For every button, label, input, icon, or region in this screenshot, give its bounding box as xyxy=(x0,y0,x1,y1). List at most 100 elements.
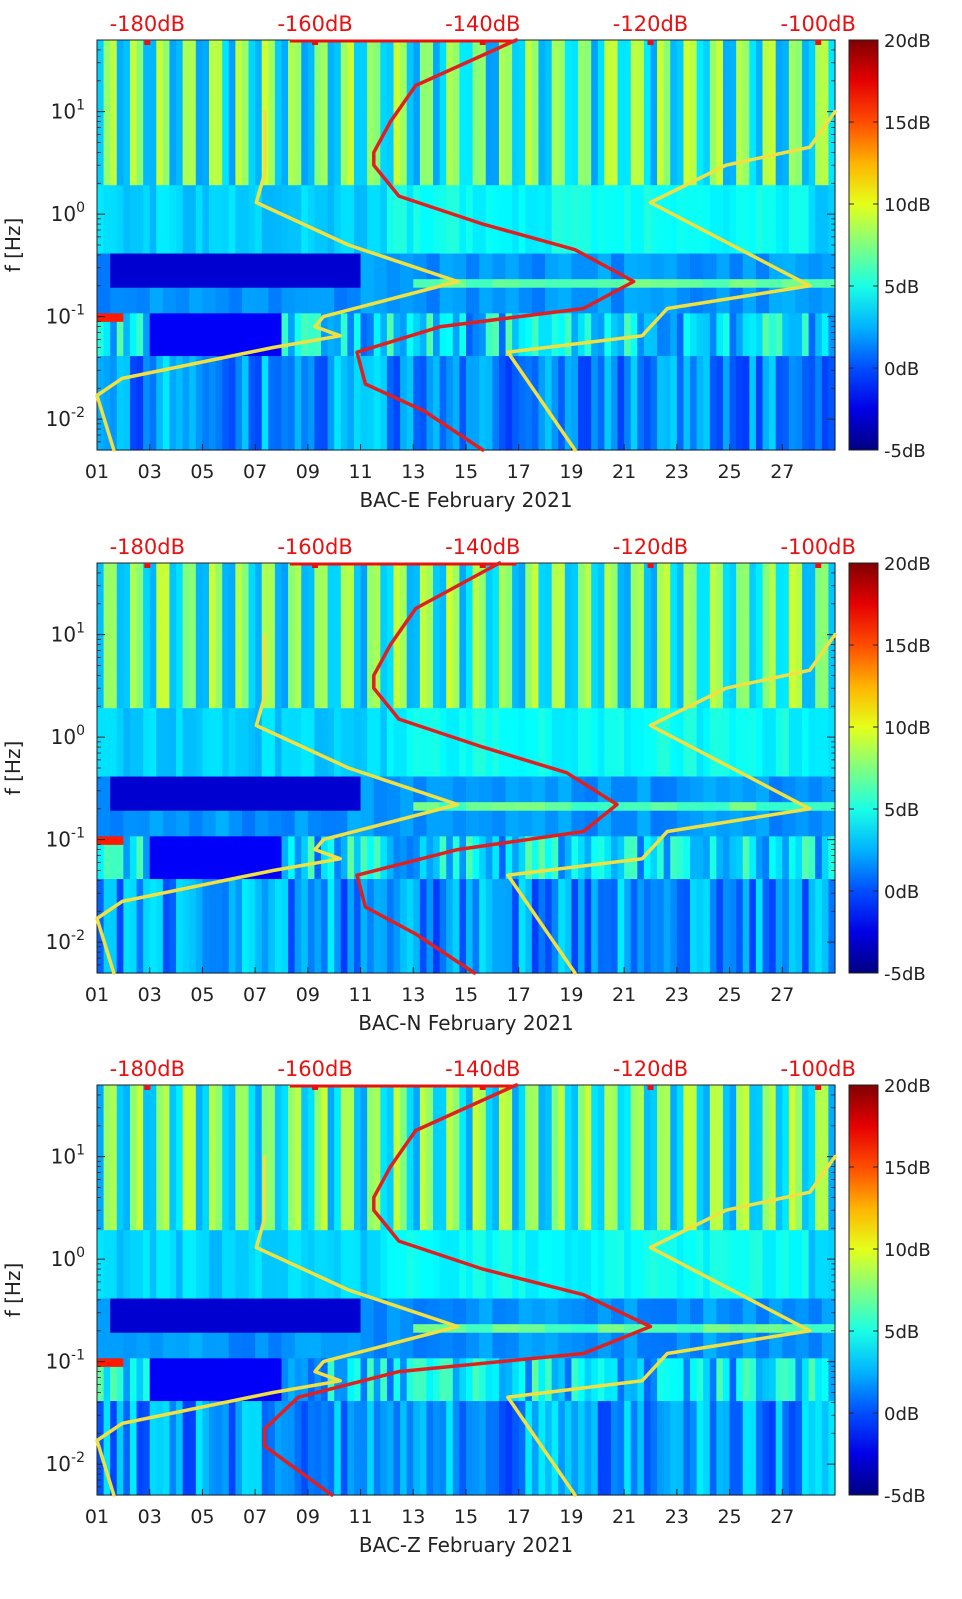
spectrogram-cell xyxy=(419,142,428,152)
spectrogram-cell xyxy=(505,356,513,366)
spectrogram-cell xyxy=(426,432,434,443)
spectrogram-cell xyxy=(690,338,698,349)
spectrogram-cell xyxy=(564,57,573,67)
spectrogram-cell xyxy=(703,236,711,246)
spectrogram-cell xyxy=(498,398,507,408)
spectrogram-cell xyxy=(353,441,362,451)
spectrogram-cell xyxy=(334,296,342,306)
spectrogram-cell xyxy=(749,133,757,144)
spectrogram-cell xyxy=(433,57,441,67)
spectrogram-cell xyxy=(703,364,711,374)
spectrogram-cell xyxy=(709,253,717,263)
spectrogram-cell xyxy=(657,57,665,67)
spectrogram-cell xyxy=(103,142,111,152)
spectrogram-cell xyxy=(307,381,316,391)
spectrogram-cell xyxy=(703,270,711,280)
spectrogram-cell xyxy=(393,202,401,212)
spectrogram-cell xyxy=(676,219,685,229)
spectrogram-cell xyxy=(393,125,401,135)
spectrogram-cell xyxy=(439,99,447,109)
spectrogram-cell xyxy=(736,40,744,50)
spectrogram-cell xyxy=(466,116,474,127)
spectrogram-cell xyxy=(617,313,625,323)
spectrogram-cell xyxy=(97,245,105,255)
spectrogram-cell xyxy=(156,219,164,229)
spectrogram-cell xyxy=(630,313,638,323)
spectrogram-cell xyxy=(222,373,230,383)
spectrogram-cell xyxy=(709,142,717,152)
spectrogram-cell xyxy=(143,381,151,391)
spectrogram-cell xyxy=(169,321,177,332)
spectrogram-cell xyxy=(261,356,269,366)
spectrogram-cell xyxy=(663,407,671,417)
spectrogram-cell xyxy=(749,227,757,238)
spectrogram-cell xyxy=(578,441,586,451)
spectrogram-cell xyxy=(360,185,368,195)
spectrogram-cell xyxy=(703,99,711,109)
spectrogram-cell xyxy=(617,125,625,135)
spectrogram-cell xyxy=(742,40,750,50)
spectrogram-cell xyxy=(617,99,625,109)
spectrogram-cell xyxy=(129,159,138,169)
spectrogram-cell xyxy=(162,125,171,135)
spectrogram-cell xyxy=(129,210,138,220)
spectrogram-cell xyxy=(775,415,783,425)
spectrogram-cell xyxy=(169,407,177,417)
spectrogram-cell xyxy=(215,270,223,280)
spectrogram-cell xyxy=(643,151,652,161)
spectrogram-cell xyxy=(762,142,770,152)
spectrogram-cell xyxy=(274,116,283,127)
spectrogram-cell xyxy=(531,338,540,349)
spectrogram-cell xyxy=(261,364,269,374)
spectrogram-cell xyxy=(466,424,474,434)
spectrogram-cell xyxy=(97,415,105,425)
spectrogram-cell xyxy=(419,270,428,280)
spectrogram-cell xyxy=(564,390,573,400)
spectrogram-cell xyxy=(367,159,375,169)
spectrogram-cell xyxy=(545,57,553,67)
spectrogram-cell xyxy=(235,82,243,92)
spectrogram-cell xyxy=(643,338,652,349)
spectrogram-cell xyxy=(472,304,480,314)
spectrogram-cell xyxy=(261,253,269,263)
spectrogram-cell xyxy=(762,415,770,425)
spectrogram-cell xyxy=(571,381,579,391)
spectrogram-cell xyxy=(110,313,118,323)
spectrogram-cell xyxy=(690,99,698,109)
spectrogram-cell xyxy=(255,151,263,161)
spectrogram-cell xyxy=(406,202,414,212)
spectrogram-cell xyxy=(452,185,461,195)
spectrogram-cell xyxy=(110,219,118,229)
spectrogram-cell xyxy=(736,373,744,383)
spectrogram-cell xyxy=(202,296,210,306)
spectrogram-cell xyxy=(657,125,665,135)
spectrogram-cell xyxy=(696,364,704,374)
spectrogram-cell xyxy=(143,415,151,425)
spectrogram-cell xyxy=(676,133,685,144)
spectrogram-cell xyxy=(591,116,599,127)
spectrogram-cell xyxy=(617,57,625,67)
spectrogram-cell xyxy=(716,390,724,400)
spectrogram-cell xyxy=(663,415,671,425)
spectrogram-cell xyxy=(136,185,144,195)
spectrogram-cell xyxy=(709,108,717,118)
spectrogram-cell xyxy=(393,133,401,144)
spectrogram-cell xyxy=(156,168,164,178)
spectrogram-cell xyxy=(281,142,289,152)
spectrogram-cell xyxy=(591,390,599,400)
spectrogram-cell xyxy=(116,91,124,101)
spectrogram-cell xyxy=(261,227,269,238)
spectrogram-cell xyxy=(321,236,329,246)
spectrogram-cell xyxy=(143,91,151,101)
spectrogram-cell xyxy=(307,432,316,443)
spectrogram-cell xyxy=(571,236,579,246)
spectrogram-cell xyxy=(103,168,111,178)
spectrogram-cell xyxy=(571,210,579,220)
spectrogram-cell xyxy=(169,415,177,425)
spectrogram-cell xyxy=(162,338,171,349)
spectrogram-cell xyxy=(624,270,632,280)
spectrogram-cell xyxy=(479,74,487,84)
spectrogram-cell xyxy=(637,381,645,391)
spectrogram-cell xyxy=(452,193,461,203)
spectrogram-cell xyxy=(729,330,737,340)
